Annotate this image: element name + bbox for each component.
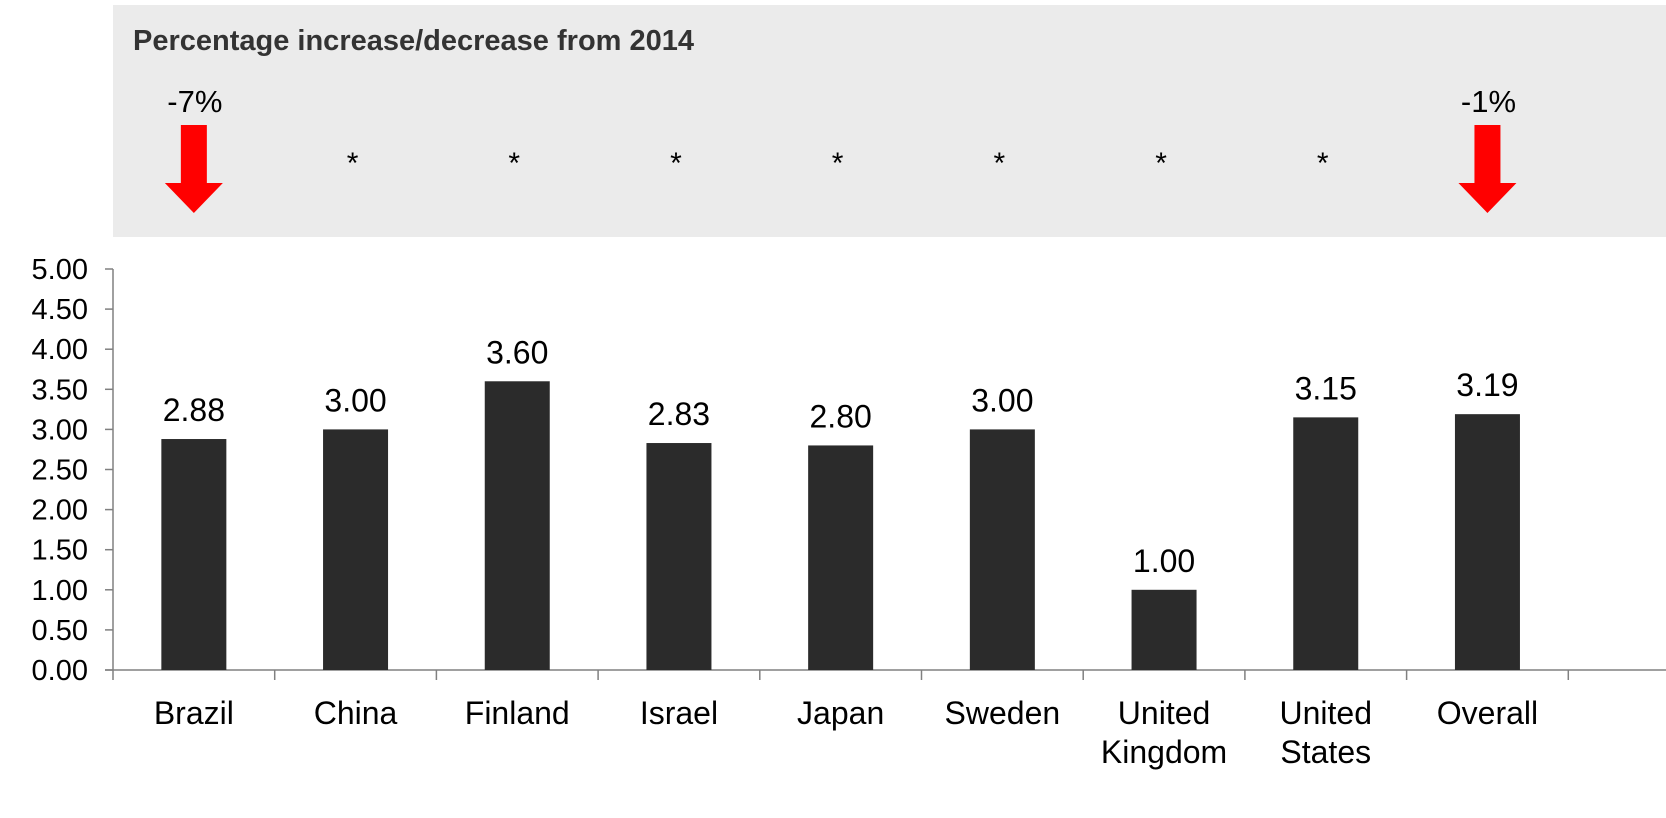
y-tick-label: 5.00 [32,254,88,286]
x-tick-label-overall: Overall [1437,695,1538,731]
bar-japan [808,445,874,670]
change-indicators: -7% * * * * * * * -1% [164,84,1517,213]
data-label-japan: 2.80 [810,398,872,434]
y-tick-label: 3.50 [32,374,88,406]
y-tick-label: 2.00 [32,495,88,527]
y-tick-label: 2.50 [32,455,88,487]
bar-united-kingdom [1131,589,1197,670]
data-label-finland: 3.60 [486,334,548,370]
down-arrow-icon [1458,125,1517,213]
data-label-brazil: 2.88 [163,392,225,428]
data-label-united-kingdom: 1.00 [1133,543,1195,579]
x-tick-label-japan: Japan [797,695,884,731]
bars [161,381,1520,670]
x-tick-label-brazil: Brazil [154,695,234,731]
x-tick-label-israel: Israel [640,695,718,731]
change-marker-united-kingdom: * [1155,147,1167,180]
bar-sweden [969,429,1035,670]
change-marker-sweden: * [994,147,1006,180]
change-panel-background [113,5,1666,237]
down-arrow-icon [164,125,223,213]
data-label-israel: 2.83 [648,396,710,432]
data-label-overall: 3.19 [1456,367,1518,403]
data-label-united-states: 3.15 [1295,370,1357,406]
data-label-china: 3.00 [324,382,386,418]
x-tick-label-united-states: United [1280,695,1373,731]
change-marker-united-states: * [1317,147,1329,180]
change-marker-israel: * [670,147,682,180]
data-labels: 2.88 3.00 3.60 2.83 2.80 3.00 1.00 3.15 3.19 [163,334,1519,579]
axes: 0.00 0.50 1.00 1.50 2.00 2.50 3.00 3.50 4.00 4.50… [32,254,1666,770]
y-tick-label: 1.00 [32,575,88,607]
y-tick-label: 3.00 [32,414,88,446]
x-tick-label-sweden: Sweden [945,695,1061,731]
change-marker-finland: * [508,147,520,180]
x-tick-label-united-kingdom: United [1118,695,1211,731]
bar-israel [646,443,712,670]
y-tick-label: 4.00 [32,334,88,366]
change-label-overall: -1% [1461,84,1516,119]
x-tick-label-united-states: States [1280,734,1371,770]
y-tick-label: 0.50 [32,615,88,647]
y-tick-label: 4.50 [32,294,88,326]
x-tick-label-finland: Finland [465,695,570,731]
change-marker-china: * [347,147,359,180]
y-tick-label: 0.00 [32,655,88,687]
bar-china [323,429,389,670]
bar-brazil [161,439,227,670]
data-label-sweden: 3.00 [971,382,1033,418]
x-tick-label-china: China [314,695,398,731]
change-label-brazil: -7% [167,84,222,119]
bar-overall [1454,414,1520,670]
y-tick-label: 1.50 [32,535,88,567]
x-tick-label-united-kingdom: Kingdom [1101,734,1227,770]
change-panel-title: Percentage increase/decrease from 2014 [133,25,694,57]
change-marker-japan: * [832,147,844,180]
bar-finland [484,381,550,670]
bar-united-states [1293,417,1359,670]
